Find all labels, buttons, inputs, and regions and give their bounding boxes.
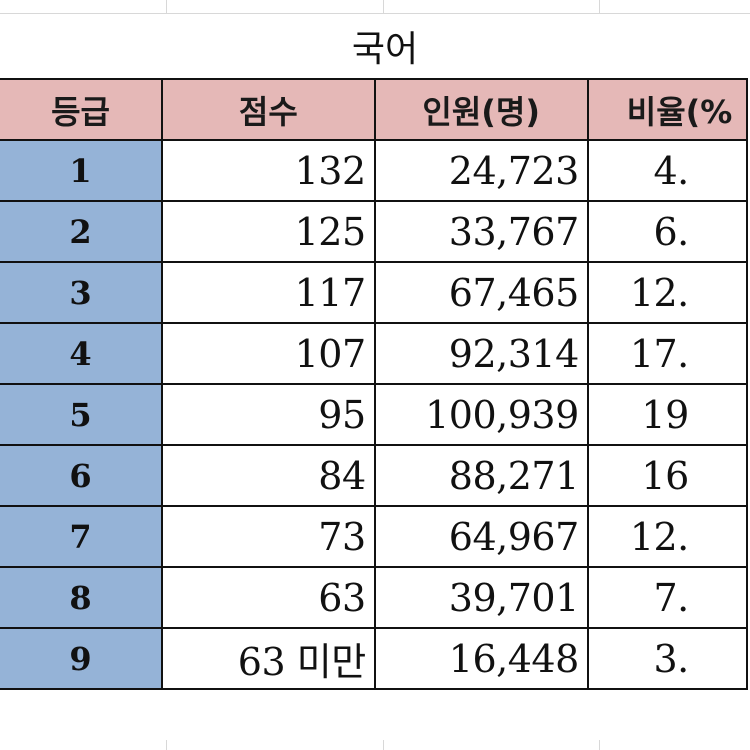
rate-cell[interactable]: 6.: [586, 200, 749, 263]
gridline: [599, 740, 600, 750]
grade-cell[interactable]: 7: [0, 505, 164, 568]
rate-value: 19: [641, 392, 689, 437]
grade-cell[interactable]: 9: [0, 627, 164, 690]
table-row: 7 73 64,967 12.: [0, 505, 749, 568]
count-cell[interactable]: 92,314: [373, 322, 589, 385]
rate-cell[interactable]: 7.: [586, 566, 749, 629]
rate-cell[interactable]: 17.: [586, 322, 749, 385]
rate-cell[interactable]: 12.: [586, 505, 749, 568]
score-cell[interactable]: 84: [161, 444, 376, 507]
rate-cell[interactable]: 16: [586, 444, 749, 507]
count-cell[interactable]: 16,448: [373, 627, 589, 690]
rate-value: 16: [641, 453, 689, 498]
rate-value: 3.: [653, 636, 690, 681]
table-row: 8 63 39,701 7.: [0, 566, 749, 629]
gridline: [0, 13, 750, 14]
score-cell[interactable]: 132: [161, 139, 376, 202]
grade-cell[interactable]: 2: [0, 200, 164, 263]
rate-cell[interactable]: 3.: [586, 627, 749, 690]
grade-cell[interactable]: 3: [0, 261, 164, 324]
table-row: 2 125 33,767 6.: [0, 200, 749, 263]
score-cell[interactable]: 63 미만: [161, 627, 376, 690]
sheet-title-cell[interactable]: 국어: [0, 14, 750, 78]
rate-value: 4.: [653, 148, 690, 193]
header-row: 등급 점수 인원(명) 비율(%: [0, 78, 749, 141]
score-cell[interactable]: 125: [161, 200, 376, 263]
score-cell[interactable]: 73: [161, 505, 376, 568]
gridline: [599, 0, 600, 14]
grade-cell[interactable]: 1: [0, 139, 164, 202]
grade-table: 등급 점수 인원(명) 비율(% 1 132 24,723 4. 2 125 3…: [0, 78, 749, 690]
count-cell[interactable]: 64,967: [373, 505, 589, 568]
rate-value: 7.: [653, 575, 690, 620]
grade-cell[interactable]: 4: [0, 322, 164, 385]
count-cell[interactable]: 33,767: [373, 200, 589, 263]
gridline: [383, 740, 384, 750]
header-score[interactable]: 점수: [161, 78, 376, 141]
score-cell[interactable]: 95: [161, 383, 376, 446]
gridline: [166, 740, 167, 750]
count-cell[interactable]: 67,465: [373, 261, 589, 324]
table-row: 3 117 67,465 12.: [0, 261, 749, 324]
header-count[interactable]: 인원(명): [373, 78, 589, 141]
grade-cell[interactable]: 6: [0, 444, 164, 507]
rate-cell[interactable]: 12.: [586, 261, 749, 324]
rate-value: 17.: [629, 331, 689, 376]
rate-cell[interactable]: 19: [586, 383, 749, 446]
score-cell[interactable]: 117: [161, 261, 376, 324]
score-cell[interactable]: 63: [161, 566, 376, 629]
header-rate[interactable]: 비율(%: [586, 78, 749, 141]
rate-value: 12.: [629, 270, 689, 315]
gridline: [383, 0, 384, 14]
gridline: [166, 0, 167, 14]
grade-cell[interactable]: 5: [0, 383, 164, 446]
rate-cell[interactable]: 4.: [586, 139, 749, 202]
table-row: 4 107 92,314 17.: [0, 322, 749, 385]
table-row: 6 84 88,271 16: [0, 444, 749, 507]
table-row: 1 132 24,723 4.: [0, 139, 749, 202]
sheet-title: 국어: [351, 29, 419, 70]
grade-cell[interactable]: 8: [0, 566, 164, 629]
score-cell[interactable]: 107: [161, 322, 376, 385]
count-cell[interactable]: 24,723: [373, 139, 589, 202]
table-row: 9 63 미만 16,448 3.: [0, 627, 749, 690]
rate-value: 12.: [629, 514, 689, 559]
table-row: 5 95 100,939 19: [0, 383, 749, 446]
count-cell[interactable]: 88,271: [373, 444, 589, 507]
count-cell[interactable]: 39,701: [373, 566, 589, 629]
count-cell[interactable]: 100,939: [373, 383, 589, 446]
rate-value: 6.: [653, 209, 690, 254]
header-grade[interactable]: 등급: [0, 78, 164, 141]
